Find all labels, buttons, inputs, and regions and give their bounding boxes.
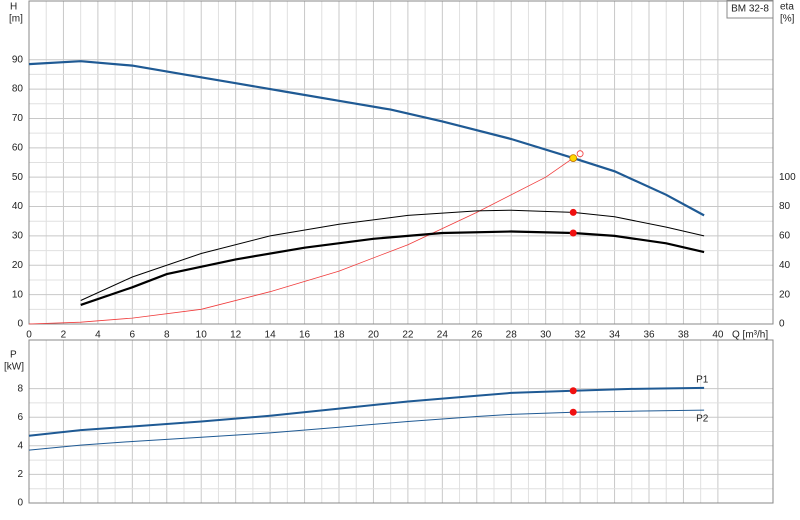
y-tick-label: 50 xyxy=(12,172,24,183)
y-axis-label: H xyxy=(10,2,17,13)
curve xyxy=(28,157,574,325)
plot-frame xyxy=(28,339,774,504)
x-tick-label: 2 xyxy=(61,330,67,341)
y-tick-label: 10 xyxy=(12,289,24,300)
curve xyxy=(28,386,705,437)
y2-axis-unit: [%] xyxy=(780,14,795,25)
x-tick-label: 4 xyxy=(95,330,101,341)
x-tick-label: 38 xyxy=(678,330,690,341)
x-tick-label: 22 xyxy=(402,330,414,341)
x-tick-label: 40 xyxy=(712,330,724,341)
x-tick-label: 24 xyxy=(437,330,449,341)
duty-point xyxy=(576,150,584,158)
y-tick-label: 40 xyxy=(12,201,24,212)
x-tick-label: 36 xyxy=(643,330,655,341)
y2-tick-label: 20 xyxy=(779,289,791,300)
x-tick-label: 8 xyxy=(164,330,170,341)
y-tick-label: 4 xyxy=(17,440,23,451)
x-tick-label: 0 xyxy=(26,330,32,341)
y-tick-label: 0 xyxy=(17,498,23,509)
x-tick-label: 26 xyxy=(471,330,483,341)
y-tick-label: 2 xyxy=(17,469,23,480)
x-tick-label: 14 xyxy=(265,330,277,341)
y-tick-label: 6 xyxy=(17,412,23,423)
y-tick-label: 30 xyxy=(12,231,24,242)
y2-tick-label: 60 xyxy=(779,231,791,242)
y-tick-label: 70 xyxy=(12,113,24,124)
duty-point xyxy=(569,408,577,416)
y-axis-unit: [kW] xyxy=(4,362,24,373)
curve xyxy=(28,409,705,451)
y2-tick-label: 100 xyxy=(779,172,796,183)
chart-label: BM 32-8 xyxy=(731,4,769,15)
legend-label: P2 xyxy=(696,414,709,425)
x-axis-label: Q [m³/h] xyxy=(732,330,768,341)
y-tick-label: 8 xyxy=(17,383,23,394)
x-tick-label: 18 xyxy=(333,330,345,341)
duty-point xyxy=(569,208,577,216)
x-tick-label: 16 xyxy=(299,330,311,341)
duty-point xyxy=(569,154,578,162)
y2-axis-label: eta xyxy=(780,2,794,13)
y-axis-label: P xyxy=(10,350,17,361)
x-tick-label: 28 xyxy=(506,330,518,341)
curve xyxy=(80,209,705,301)
curve xyxy=(28,60,705,217)
x-tick-label: 6 xyxy=(130,330,136,341)
y-tick-label: 60 xyxy=(12,142,24,153)
duty-point xyxy=(569,229,577,237)
x-tick-label: 32 xyxy=(575,330,587,341)
y-tick-label: 0 xyxy=(17,319,23,330)
y-axis-unit: [m] xyxy=(9,14,23,25)
curve xyxy=(80,230,705,306)
y-tick-label: 90 xyxy=(12,54,24,65)
y-tick-label: 20 xyxy=(12,260,24,271)
duty-point xyxy=(569,387,577,395)
x-tick-label: 34 xyxy=(609,330,621,341)
y2-tick-label: 40 xyxy=(779,260,791,271)
x-tick-label: 30 xyxy=(540,330,552,341)
y2-tick-label: 0 xyxy=(779,319,785,330)
y-tick-label: 80 xyxy=(12,84,24,95)
legend-label: P1 xyxy=(696,375,709,386)
x-tick-label: 10 xyxy=(196,330,208,341)
plot-frame xyxy=(28,0,774,325)
y2-tick-label: 80 xyxy=(779,201,791,212)
x-tick-label: 12 xyxy=(230,330,242,341)
x-tick-label: 20 xyxy=(368,330,380,341)
